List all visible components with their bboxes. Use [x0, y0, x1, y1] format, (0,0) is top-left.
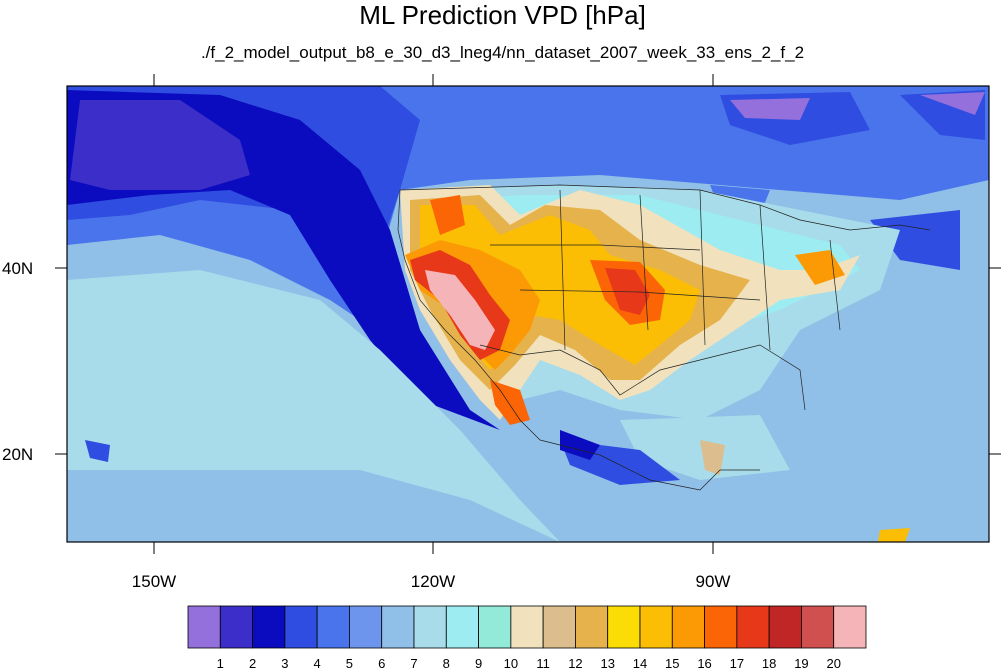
colorbar-swatch — [284, 605, 318, 649]
band-east-16 — [795, 250, 845, 285]
map-subtitle: ./f_2_model_output_b8_e_30_d3_lneg4/nn_d… — [200, 43, 805, 62]
colorbar-label: 12 — [568, 656, 583, 671]
colorbar-label: 13 — [600, 656, 615, 671]
colorbar-swatch — [381, 605, 415, 649]
lon-label-120w: 120W — [410, 572, 456, 591]
lon-label-90w: 90W — [695, 572, 731, 591]
colorbar-label: 9 — [474, 656, 483, 671]
band-yucatan-12 — [700, 440, 725, 475]
colorbar-swatch — [833, 605, 867, 649]
colorbar-swatch — [510, 605, 544, 649]
band-south-6 — [67, 470, 560, 542]
map-frame — [66, 85, 990, 543]
band-ne-coast-4 — [870, 210, 960, 270]
vpd-field — [67, 86, 989, 542]
colorbar-label: 8 — [442, 656, 450, 671]
band-baja-17 — [490, 380, 530, 425]
colorbar-swatch — [187, 605, 221, 649]
colorbar-label: 16 — [697, 656, 712, 671]
colorbar-swatch — [252, 605, 286, 649]
colorbar-swatch — [219, 605, 253, 649]
colorbar-label: 4 — [313, 656, 321, 671]
lon-label-150w: 150W — [131, 572, 177, 591]
map-title: ML Prediction VPD [hPa] — [359, 0, 646, 30]
state-lines — [490, 189, 841, 351]
coastline-mexico — [539, 439, 760, 491]
band-nw-2 — [70, 100, 250, 190]
colorbar-swatch — [445, 605, 479, 649]
lat-label-40n: 40N — [2, 259, 34, 278]
colorbar-label: 7 — [410, 656, 418, 671]
colorbar-swatch — [671, 605, 705, 649]
band-ne-1 — [920, 92, 985, 115]
colorbar-swatch — [575, 605, 609, 649]
colorbar-label: 2 — [248, 656, 257, 671]
colorbar-swatch — [607, 605, 641, 649]
map-ticks — [55, 74, 1001, 554]
colorbar-swatch — [704, 605, 738, 649]
boundaries — [397, 184, 931, 491]
colorbar-label: 15 — [665, 656, 680, 671]
colorbar-label: 3 — [281, 656, 289, 671]
colorbar-label: 10 — [503, 656, 519, 671]
colorbar-label: 19 — [794, 656, 809, 671]
colorbar-swatch — [478, 605, 512, 649]
colorbar-swatch — [736, 605, 770, 649]
colorbar-swatch — [316, 605, 350, 649]
coastline-west — [397, 189, 541, 441]
border-canada-us — [399, 184, 931, 231]
colorbar-label: 1 — [216, 656, 224, 671]
band-sa-15 — [878, 528, 910, 542]
lat-label-20n: 20N — [2, 445, 34, 464]
colorbar-swatch — [639, 605, 673, 649]
colorbar-label: 17 — [729, 656, 745, 671]
colorbar-swatch — [413, 605, 447, 649]
colorbar-label: 20 — [826, 656, 841, 671]
colorbar-label: 6 — [378, 656, 386, 671]
colorbar-swatch — [801, 605, 835, 649]
colorbar-label: 18 — [761, 656, 777, 671]
colorbar — [187, 605, 867, 649]
colorbar-label: 11 — [536, 656, 550, 671]
colorbar-swatch — [768, 605, 802, 649]
colorbar-swatch — [349, 605, 383, 649]
band-ca-20 — [425, 270, 495, 350]
border-mexico-gulf — [479, 344, 806, 411]
band-canada-1 — [730, 98, 810, 120]
colorbar-label: 5 — [345, 656, 354, 671]
band-or-17 — [430, 195, 465, 235]
hawaii-islands — [85, 440, 110, 462]
colorbar-swatch — [542, 605, 576, 649]
colorbar-label: 14 — [632, 656, 648, 671]
